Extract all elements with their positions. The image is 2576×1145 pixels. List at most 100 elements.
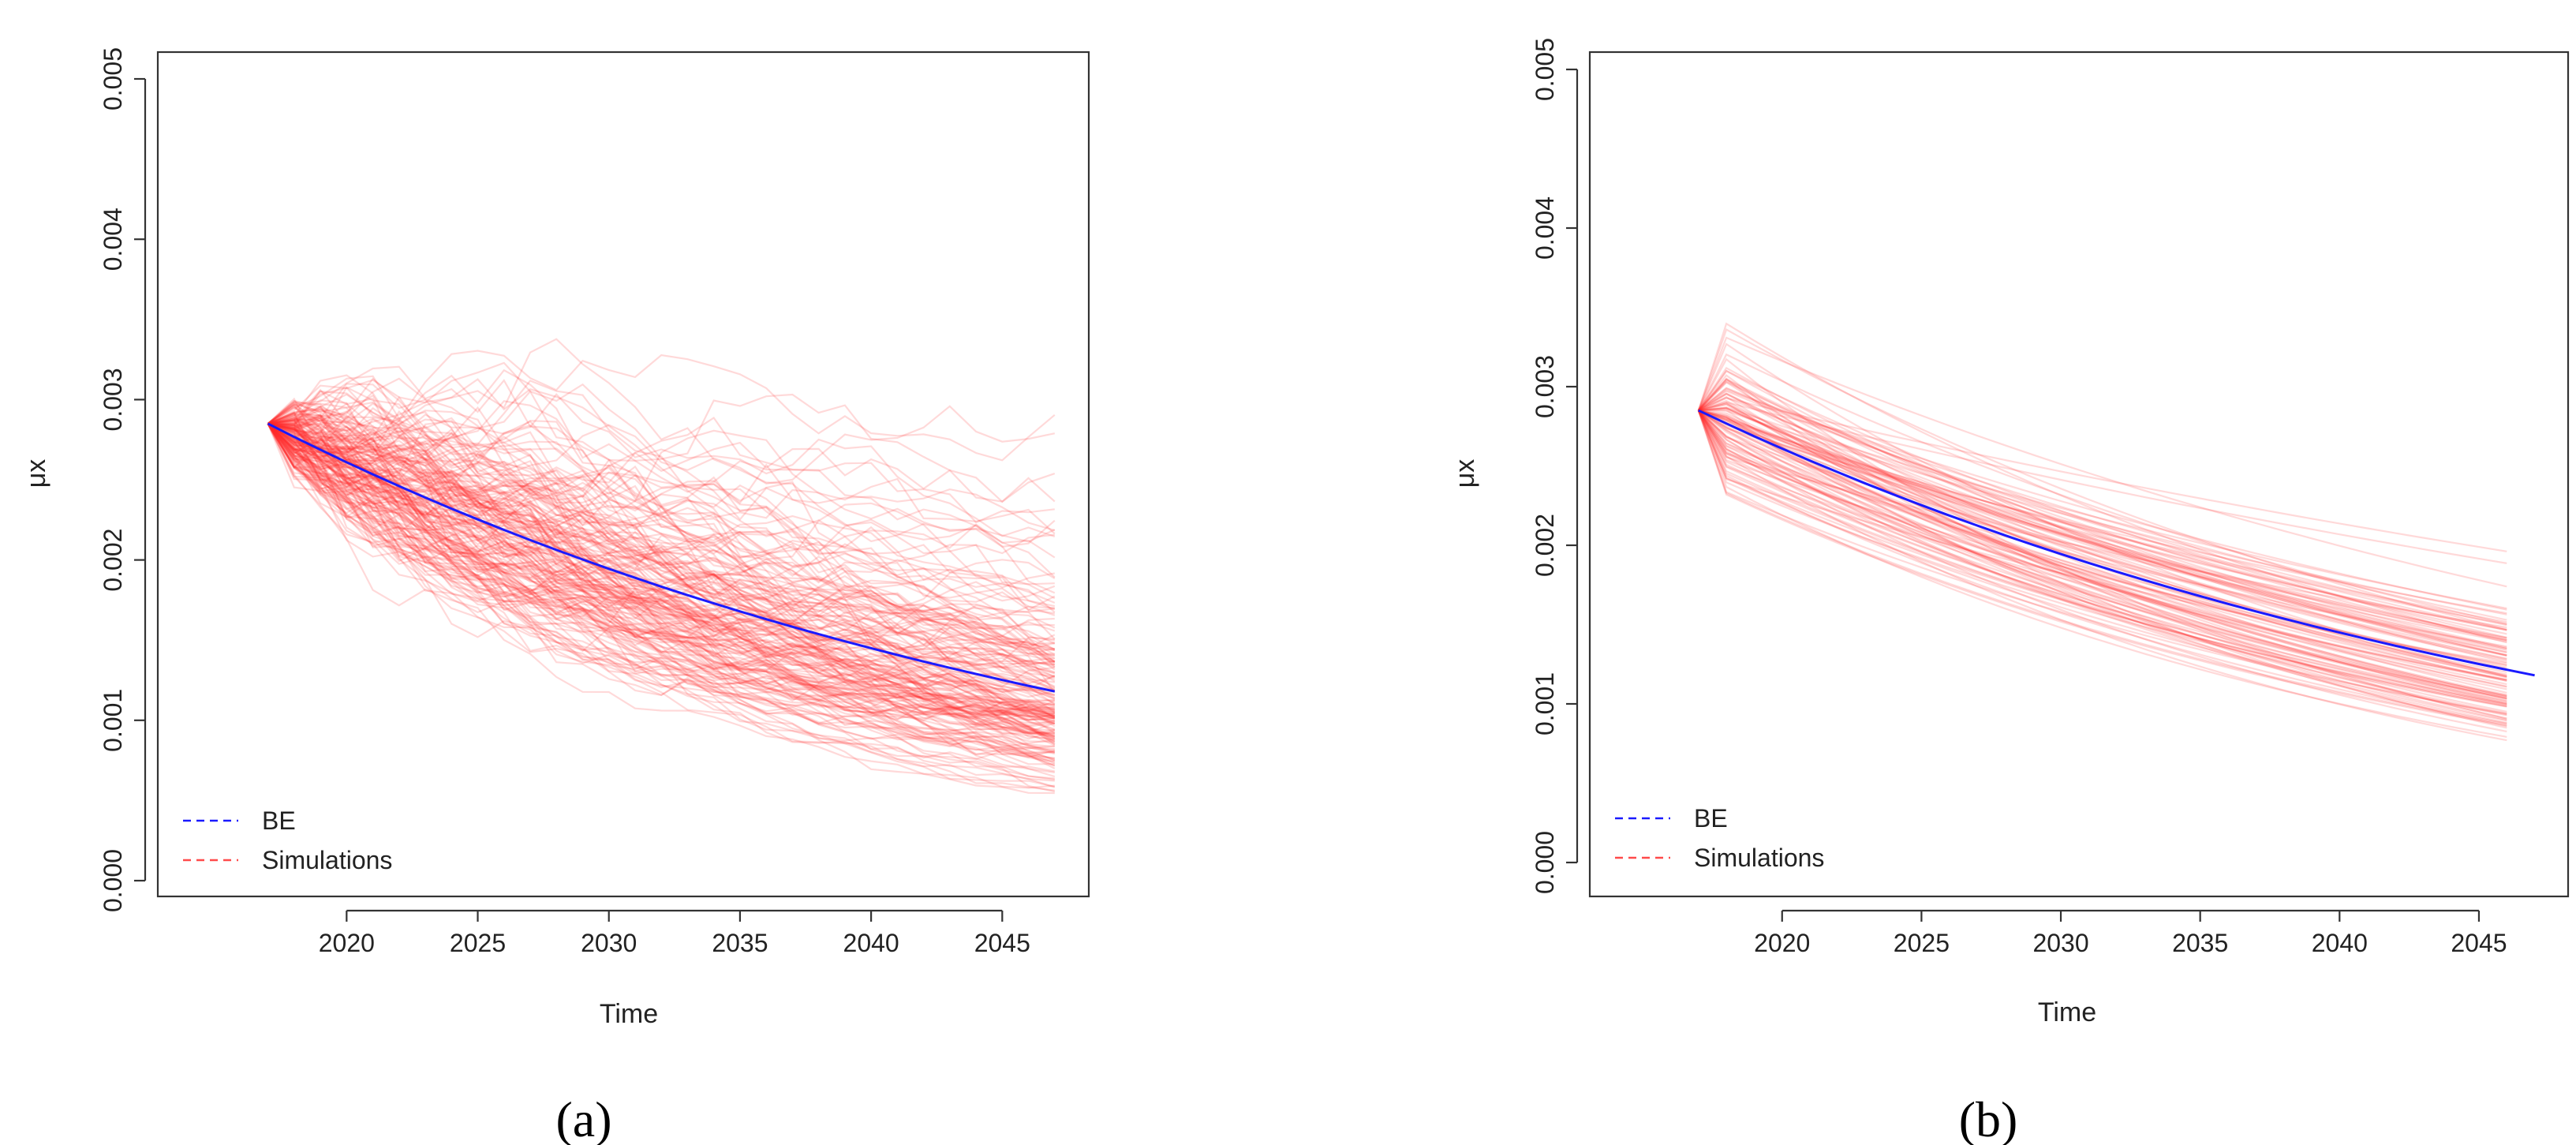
simulation-path	[267, 408, 1056, 720]
simulation-path	[267, 402, 1055, 630]
x-tick-label: 2025	[1894, 929, 1950, 957]
simulation-path	[1698, 410, 2507, 717]
simulation-path	[267, 405, 1056, 492]
simulation-path	[267, 416, 1056, 611]
simulation-path	[1698, 410, 2507, 681]
simulation-path	[1698, 395, 2507, 705]
y-tick-label: 0.001	[1531, 672, 1559, 735]
simulation-path	[267, 422, 1056, 754]
simulation-path	[1698, 410, 2507, 615]
simulation-path	[267, 417, 1056, 674]
simulation-path	[267, 423, 1056, 687]
simulation-path	[267, 422, 1055, 642]
legend-be-label: BE	[1694, 804, 1728, 833]
simulation-path	[267, 422, 1055, 782]
simulation-path	[267, 423, 1056, 663]
simulation-path	[1697, 410, 2507, 702]
simulation-path	[267, 393, 1056, 538]
simulation-path	[267, 410, 1056, 685]
simulation-path	[1698, 410, 2507, 631]
simulation-path	[1698, 387, 2507, 631]
simulation-path	[267, 423, 1055, 715]
simulation-path	[267, 422, 1055, 789]
simulation-path	[267, 423, 1056, 602]
simulation-path	[1698, 410, 2507, 688]
x-axis-title: Time	[2038, 997, 2096, 1027]
simulation-path	[267, 422, 1056, 698]
simulation-path	[267, 423, 1056, 733]
simulation-path	[267, 423, 1056, 717]
simulation-path	[267, 423, 1056, 788]
simulation-path	[267, 408, 1056, 651]
plot-frame	[156, 51, 1090, 898]
simulation-path	[267, 399, 1056, 613]
simulation-path	[267, 423, 1055, 765]
simulation-path	[1697, 410, 2507, 697]
simulation-path	[267, 422, 1056, 721]
simulation-path	[267, 423, 1055, 795]
simulation-path	[267, 422, 1056, 714]
simulation-path	[267, 423, 1056, 720]
legend: BE Simulations	[183, 806, 392, 874]
simulation-path	[267, 415, 1056, 613]
legend-be-label: BE	[262, 806, 296, 835]
simulation-path	[267, 375, 1056, 680]
simulation-path	[267, 417, 1056, 694]
simulation-path	[267, 422, 1056, 689]
simulation-path	[1698, 410, 2507, 616]
simulation-path	[267, 422, 1055, 751]
simulation-path	[267, 361, 1056, 532]
x-tick-label: 2045	[974, 929, 1030, 957]
simulation-path	[267, 387, 1056, 719]
simulation-path	[1698, 407, 2507, 649]
simulation-path	[267, 423, 1055, 703]
simulation-path	[1698, 410, 2507, 670]
simulation-path	[267, 423, 1056, 765]
simulation-path	[1698, 402, 2507, 700]
panel-a: 2020 2025 2030 2035 2040 2045 0.000 0.001 0.002…	[21, 47, 1090, 1145]
y-tick-label: 0.004	[99, 208, 127, 271]
simulation-path	[267, 422, 1055, 667]
simulation-path	[1697, 410, 2507, 707]
simulation-path	[1698, 410, 2507, 639]
simulation-path	[267, 378, 1056, 594]
simulation-path	[267, 417, 1056, 651]
simulation-path	[267, 422, 1055, 717]
simulation-path	[1697, 377, 2507, 649]
simulation-path	[267, 422, 1055, 666]
simulation-path	[1697, 410, 2507, 705]
x-tick-label: 2030	[2032, 929, 2088, 957]
simulation-path	[267, 422, 1056, 650]
simulation-path	[1697, 410, 2507, 733]
simulation-path	[267, 423, 1056, 664]
simulation-path	[1698, 392, 2507, 677]
simulation-path	[1697, 410, 2507, 738]
simulation-path	[267, 423, 1056, 735]
x-tick-label: 2040	[843, 929, 899, 957]
simulation-path	[267, 422, 1055, 754]
simulation-path	[267, 422, 1056, 738]
simulation-path	[1697, 410, 2507, 724]
simulation-path	[267, 413, 1056, 640]
simulation-path	[1698, 402, 2507, 698]
simulation-path	[1698, 410, 2507, 678]
simulation-path	[1698, 387, 2507, 621]
y-tick-label: 0.005	[99, 47, 127, 110]
simulation-path	[267, 422, 1056, 520]
simulation-path	[1698, 407, 2507, 653]
simulation-path	[267, 422, 1055, 762]
simulation-path	[1697, 410, 2507, 698]
simulation-path	[267, 414, 1056, 700]
simulation-path	[267, 413, 1056, 663]
simulation-path	[1697, 369, 2507, 664]
simulation-path	[267, 411, 1055, 609]
simulation-path	[267, 421, 1056, 717]
simulation-path	[267, 423, 1055, 773]
simulation-path	[1698, 410, 2507, 702]
simulation-path	[1697, 410, 2507, 716]
simulation-path	[267, 423, 1056, 717]
simulation-path	[267, 423, 1055, 780]
simulation-path	[1698, 388, 2507, 611]
simulation-path	[267, 423, 1055, 705]
simulation-path	[267, 420, 1056, 758]
